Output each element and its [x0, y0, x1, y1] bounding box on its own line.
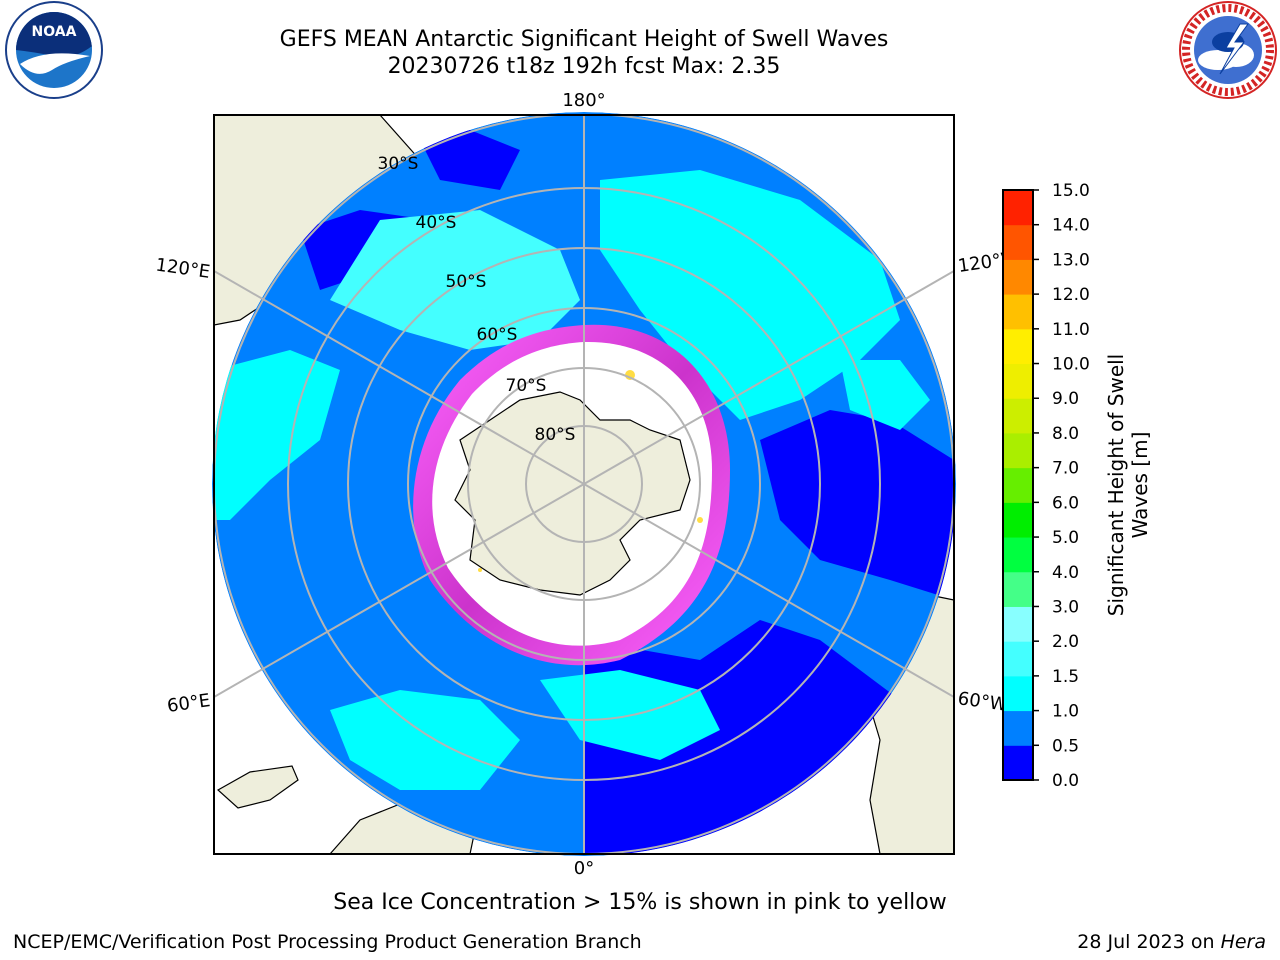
colorbar-segment: [1003, 294, 1033, 330]
colorbar-tick-label: 1.5: [1052, 667, 1079, 687]
colorbar-segment: [1003, 502, 1033, 538]
lat-label-60s: 60°S: [477, 325, 518, 345]
chart-title: GEFS MEAN Antarctic Significant Height o…: [279, 27, 889, 52]
colorbar-tick-label: 3.0: [1052, 597, 1079, 617]
lat-label-50s: 50°S: [446, 272, 487, 292]
colorbar-tick-label: 0.5: [1052, 736, 1079, 756]
lon-label-top: 180°: [562, 90, 605, 111]
lat-label-70s: 70°S: [506, 376, 547, 396]
footer-timestamp: 28 Jul 2023 on Hera: [1077, 931, 1266, 953]
colorbar-tick-label: 9.0: [1052, 389, 1079, 409]
colorbar-segment: [1003, 710, 1033, 746]
colorbar-tick-label: 2.0: [1052, 632, 1079, 652]
footer-date: 28 Jul 2023 on: [1077, 931, 1215, 953]
map-frame: [213, 114, 955, 855]
lat-label-40s: 40°S: [416, 213, 457, 233]
colorbar-tick-label: 13.0: [1052, 250, 1090, 270]
colorbar-segment: [1003, 328, 1033, 365]
colorbar-tick-label: 6.0: [1052, 493, 1079, 513]
colorbar-segment: [1003, 675, 1033, 712]
lon-label-bottom: 0°: [574, 858, 594, 879]
colorbar-segment: [1003, 467, 1033, 503]
colorbar-segment: [1003, 606, 1033, 642]
colorbar-tick-label: 5.0: [1052, 528, 1079, 548]
colorbar-tick-label: 8.0: [1052, 424, 1079, 444]
lat-label-80s: 80°S: [535, 425, 576, 445]
colorbar-segment: [1003, 745, 1033, 781]
colorbar-tick-label: 12.0: [1052, 285, 1090, 305]
lon-label-upper-left: 120°E: [154, 254, 211, 282]
colorbar-segment: [1003, 537, 1033, 573]
colorbar-tick-label: 15.0: [1052, 181, 1090, 201]
colorbar-title-line2: Waves [m]: [1128, 431, 1152, 539]
colorbar-tick-label: 7.0: [1052, 459, 1079, 479]
chart-subtitle: 20230726 t18z 192h fcst Max: 2.35: [387, 54, 781, 79]
colorbar-tick-label: 0.0: [1052, 771, 1079, 791]
footer-credit: NCEP/EMC/Verification Post Processing Pr…: [13, 931, 642, 953]
lon-label-lower-left: 60°E: [166, 690, 212, 717]
colorbar-segment: [1003, 363, 1033, 399]
noaa-logo-text: NOAA: [32, 24, 77, 40]
madagascar-land: [216, 765, 299, 809]
colorbar-segment: [1003, 398, 1033, 434]
lon-label-lower-right: 60°W: [956, 688, 1008, 716]
sea-ice-caption: Sea Ice Concentration > 15% is shown in …: [333, 890, 947, 915]
colorbar-segment: [1003, 224, 1033, 260]
colorbar-tick-label: 10.0: [1052, 355, 1090, 375]
colorbar-tick-label: 14.0: [1052, 216, 1090, 236]
colorbar-tick-label: 4.0: [1052, 563, 1079, 583]
colorbar-tick-label: 1.0: [1052, 702, 1079, 722]
colorbar: 0.0 0.5 1.0 1.5 2.0 3.0 4.0 5.0 6.0 7.0 8.0 9.0 10.0…: [1002, 181, 1090, 791]
lat-label-30s: 30°S: [378, 154, 419, 174]
colorbar-segment: [1003, 259, 1033, 295]
colorbar-tick-label: 11.0: [1052, 320, 1090, 340]
footer-host: Hera: [1220, 931, 1266, 953]
colorbar-segment: [1003, 571, 1033, 607]
colorbar-title-line1: Significant Height of Swell: [1104, 353, 1128, 617]
graticule: [214, 115, 954, 854]
swell-height-field: [212, 112, 956, 856]
colorbar-segment: [1003, 190, 1033, 226]
noaa-logo: NOAA: [5, 1, 103, 99]
nws-logo: [1179, 1, 1277, 99]
colorbar-frame: [1002, 189, 1034, 781]
colorbar-segment: [1003, 641, 1033, 677]
colorbar-segment: [1003, 432, 1033, 469]
